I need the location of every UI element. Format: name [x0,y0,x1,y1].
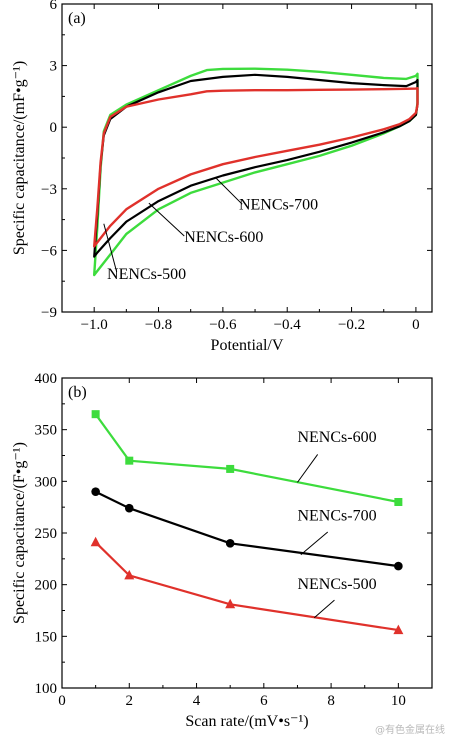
data-point-nencs-500 [393,624,404,635]
y-axis-title: Specific capacitance/(mF•g⁻¹) [11,61,28,255]
y-tick-label: 100 [35,681,58,697]
x-tick-label: 2 [126,693,134,709]
y-tick-label: 6 [50,0,58,13]
cv-curve-nencs-600 [93,87,419,248]
y-tick-label: 350 [35,423,58,439]
series-label-nencs-600: NENCs-600 [297,429,376,446]
data-point-nencs-700 [225,539,235,548]
x-tick-label: 6 [260,693,268,709]
x-axis-title: Potential/V [211,337,284,354]
leader-line-nencs-700 [216,178,243,205]
x-tick-label: 0 [58,693,66,709]
x-tick-label: −0.2 [338,317,365,333]
y-tick-label: −6 [41,243,57,259]
x-tick-label: 10 [391,693,406,709]
y-tick-label: 250 [35,526,58,542]
data-point-nencs-700 [394,561,403,571]
x-tick-label: −0.6 [209,317,237,333]
x-tick-label: 4 [193,693,201,709]
series-line-nencs-600 [94,413,399,504]
series-label-nencs-500: NENCs-500 [107,266,186,283]
data-point-nencs-500 [90,536,101,547]
series-label-nencs-700: NENCs-700 [239,196,318,213]
cv-curve-nencs-500 [93,67,419,277]
data-point-nencs-600 [226,464,235,473]
y-tick-label: −3 [41,182,57,198]
x-tick-label: −0.4 [274,317,302,333]
data-point-nencs-600 [394,498,403,506]
leader-line-nencs-600 [297,454,319,483]
series-label-nencs-500: NENCs-500 [297,576,376,593]
series-line-nencs-700 [95,490,399,568]
x-tick-label: 8 [327,693,335,709]
leader-line-nencs-500 [313,599,335,619]
leader-line-nencs-700 [300,531,329,556]
panel-b: 0 2 4 6 8 10 100 150 200 250 300 350 400 Scan rate/(m… [11,371,433,730]
data-point-nencs-600 [91,410,100,419]
y-tick-label: 200 [35,578,58,594]
series-label-nencs-600: NENCs-600 [184,229,263,246]
y-axis-title: Specific capacitance/(F•g⁻¹) [11,442,28,624]
data-point-nencs-500 [225,598,236,609]
y-tick-label: −9 [41,305,57,321]
y-tick-label: 300 [35,474,58,490]
y-tick-label: 3 [50,59,58,75]
data-point-nencs-500 [124,569,135,580]
series-label-nencs-700: NENCs-700 [297,508,376,525]
x-tick-label: −0.8 [145,317,172,333]
cv-curve-nencs-700 [93,73,419,258]
panel-label: (b) [68,384,87,401]
panel-a: −1.0 −0.8 −0.6 −0.4 −0.2 0 −9 −6 −3 0 3 6 Potential/… [11,0,433,354]
y-tick-label: 0 [50,120,58,136]
y-tick-label: 400 [35,371,58,387]
y-tick-label: 150 [35,629,58,645]
leader-line-nencs-600 [148,202,185,237]
data-point-nencs-600 [125,456,134,465]
x-tick-label: 0 [412,317,420,333]
watermark: @有色金属在线 [375,723,445,736]
plot-frame [61,377,433,689]
data-point-nencs-700 [124,503,134,513]
data-point-nencs-700 [91,487,100,496]
x-axis-title: Scan rate/(mV•s⁻¹) [185,713,308,730]
x-tick-label: −1.0 [81,317,108,333]
panel-label: (a) [68,10,86,27]
leader-line-nencs-500 [103,223,118,273]
